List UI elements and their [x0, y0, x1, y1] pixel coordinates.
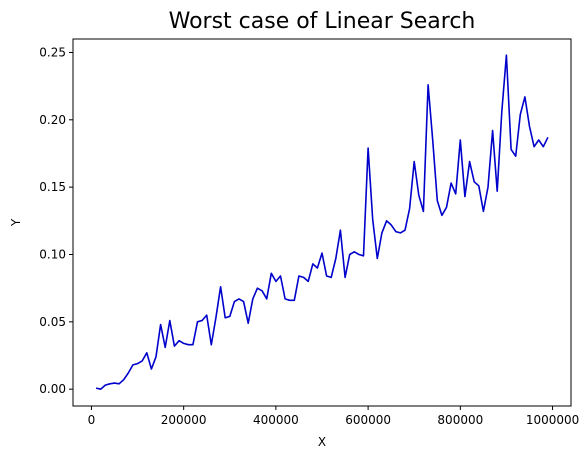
series-line — [95, 54, 549, 390]
y-axis-label: Y — [9, 218, 23, 227]
y-tick-label: 0.20 — [39, 113, 66, 127]
x-tick-label: 400000 — [253, 413, 299, 427]
x-tick-label: 200000 — [161, 413, 207, 427]
y-tick-label: 0.05 — [39, 315, 66, 329]
x-tick-label: 600000 — [345, 413, 391, 427]
chart-title: Worst case of Linear Search — [169, 9, 476, 34]
x-tick-label: 800000 — [437, 413, 483, 427]
plot-area — [72, 38, 572, 407]
x-tick-label: 1000000 — [526, 413, 579, 427]
y-tick-label: 0.15 — [39, 180, 66, 194]
axes-frame — [72, 38, 572, 407]
x-axis: 0 200000 400000 600000 800000 1000000 — [88, 406, 579, 427]
y-axis: 0.00 0.05 0.10 0.15 0.20 0.25 — [39, 45, 73, 396]
y-tick-label: 0.10 — [39, 247, 66, 261]
x-tick-label: 0 — [88, 413, 96, 427]
y-tick-label: 0.25 — [39, 45, 66, 59]
y-tick-label: 0.00 — [39, 382, 66, 396]
x-axis-label: X — [318, 435, 326, 449]
